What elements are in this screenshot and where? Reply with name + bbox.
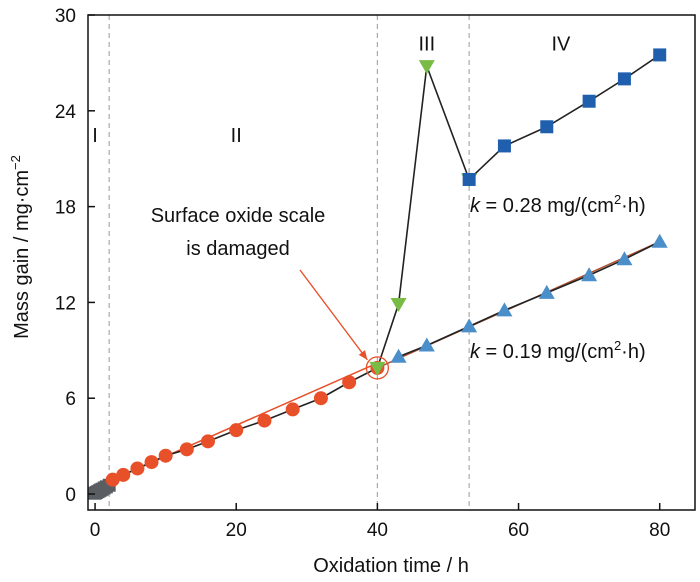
data-point <box>390 298 407 313</box>
annotation-damaged-line2: is damaged <box>186 238 289 260</box>
damaged-point-highlight <box>365 356 390 380</box>
data-markers <box>88 48 668 500</box>
data-point <box>616 251 633 266</box>
axes: 0 20 40 60 80 0 6 12 18 24 30 <box>55 6 696 541</box>
data-point <box>496 302 513 317</box>
data-point <box>144 455 159 470</box>
y-tick-label: 0 <box>65 485 76 506</box>
y-tick-label: 30 <box>55 6 76 27</box>
stage-label-ii: II <box>231 125 242 147</box>
series-line <box>468 54 661 181</box>
data-point <box>105 472 120 487</box>
annotation-arrow-line <box>299 269 368 361</box>
data-point <box>418 60 435 75</box>
data-point <box>540 120 554 134</box>
data-point <box>582 94 596 108</box>
chart-labels: I II III IV Surface oxide scale is damag… <box>8 34 646 577</box>
annotation-arrow-head <box>358 350 368 360</box>
x-tick-label: 20 <box>226 520 247 541</box>
data-point <box>257 413 272 428</box>
k-lower-annotation: k = 0.19 mg/(cm2·h) <box>470 338 646 363</box>
data-point <box>369 361 386 376</box>
axes-frame <box>87 14 696 511</box>
y-tick-label: 12 <box>55 293 76 314</box>
data-point <box>497 139 511 153</box>
data-point <box>116 467 131 482</box>
x-tick-label: 40 <box>367 520 388 541</box>
data-point <box>538 284 555 299</box>
data-point <box>418 337 435 352</box>
stage-boundaries <box>108 15 470 510</box>
stage-label-i: I <box>92 125 98 147</box>
data-point <box>461 318 478 333</box>
data-point <box>285 402 300 417</box>
y-tick-label: 6 <box>65 389 76 410</box>
series-line <box>376 65 470 369</box>
data-point <box>651 233 668 248</box>
data-point <box>200 434 215 449</box>
data-point <box>313 391 328 406</box>
data-point <box>342 375 357 390</box>
annotation-damaged-line1: Surface oxide scale <box>151 205 326 227</box>
series-lines <box>94 54 661 494</box>
y-tick-label: 24 <box>55 102 77 123</box>
stage-label-iii: III <box>418 34 435 56</box>
y-axis-title: Mass gain / mg·cm−2 <box>8 155 33 339</box>
y-tick-label: 18 <box>55 198 76 219</box>
data-point <box>158 448 173 463</box>
data-point <box>179 442 194 457</box>
data-point <box>617 72 631 86</box>
data-point <box>130 461 145 476</box>
x-tick-label: 80 <box>649 520 670 541</box>
k-upper-annotation: k = 0.28 mg/(cm2·h) <box>470 192 646 217</box>
data-point <box>462 172 476 186</box>
x-tick-label: 60 <box>508 520 529 541</box>
stage-label-iv: IV <box>551 34 571 56</box>
data-point <box>229 423 244 438</box>
x-tick-label: 0 <box>90 520 101 541</box>
x-axis-title: Oxidation time / h <box>313 555 469 577</box>
data-point <box>653 48 667 62</box>
data-point <box>581 267 598 282</box>
data-point <box>390 348 407 363</box>
